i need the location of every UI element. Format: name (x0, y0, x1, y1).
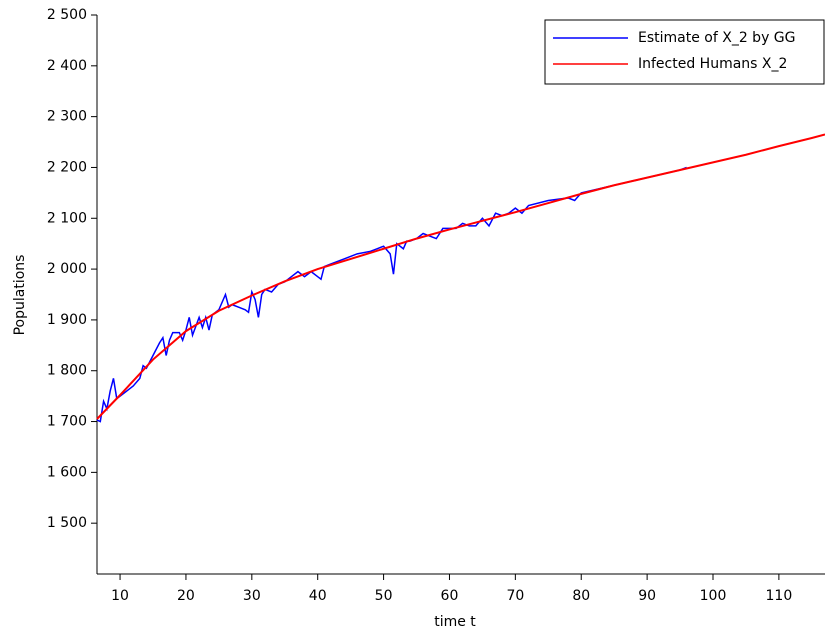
y-tick-label: 2 300 (47, 109, 87, 125)
y-tick-label: 2 100 (47, 210, 87, 226)
y-axis-label: Populations (12, 255, 28, 336)
x-tick-label: 10 (111, 588, 129, 604)
y-tick-label: 1 600 (47, 464, 87, 480)
x-tick-label: 90 (638, 588, 656, 604)
x-tick-label: 30 (243, 588, 261, 604)
series-line (96, 166, 687, 423)
y-tick-label: 2 400 (47, 58, 87, 74)
y-tick-label: 1 800 (47, 363, 87, 379)
y-tick-label: 1 500 (47, 515, 87, 531)
x-tick-label: 20 (177, 588, 195, 604)
x-tick-label: 80 (572, 588, 590, 604)
y-tick-label: 1 700 (47, 414, 87, 430)
y-tick-label: 1 900 (47, 312, 87, 328)
y-tick-label: 2 200 (47, 159, 87, 175)
series-line (96, 133, 825, 420)
legend-label: Infected Humans X_2 (638, 56, 787, 72)
x-tick-label: 40 (309, 588, 327, 604)
x-axis-label: time t (434, 614, 476, 630)
legend-label: Estimate of X_2 by GG (638, 30, 796, 46)
y-tick-label: 2 500 (47, 7, 87, 23)
legend-box (544, 19, 825, 85)
x-tick-label: 100 (700, 588, 727, 604)
x-tick-label: 50 (375, 588, 393, 604)
y-tick-label: 2 000 (47, 261, 87, 277)
x-tick-label: 110 (766, 588, 793, 604)
x-tick-label: 70 (506, 588, 524, 604)
x-tick-label: 60 (441, 588, 459, 604)
